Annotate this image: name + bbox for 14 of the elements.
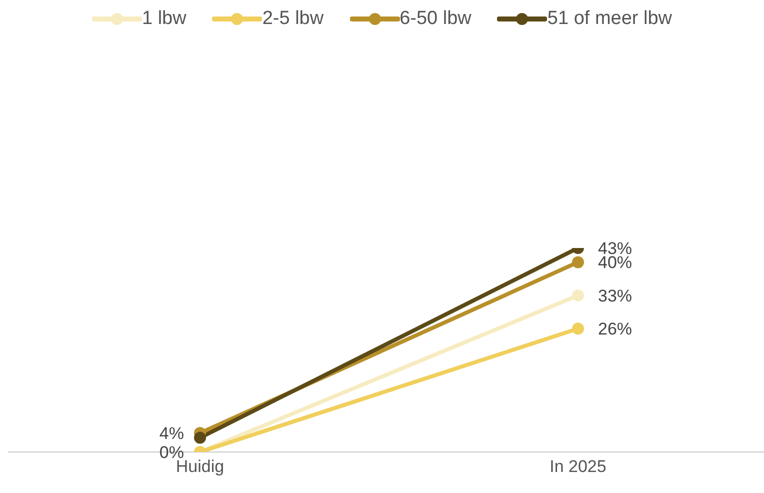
point bbox=[572, 322, 584, 335]
point bbox=[194, 432, 206, 444]
point bbox=[572, 289, 584, 302]
x-tick-label: In 2025 bbox=[550, 457, 606, 476]
data-label: 4% bbox=[159, 424, 184, 444]
legend-label: 51 of meer lbw bbox=[547, 8, 672, 30]
x-tick-label: Huidig bbox=[176, 457, 224, 476]
data-label: 26% bbox=[598, 320, 632, 339]
point bbox=[572, 256, 584, 268]
legend-label: 1 lbw bbox=[142, 8, 186, 30]
legend-label: 6-50 lbw bbox=[400, 8, 472, 30]
legend-label: 2-5 lbw bbox=[262, 8, 324, 30]
data-label: 33% bbox=[598, 286, 632, 306]
data-label: 40% bbox=[598, 253, 632, 272]
